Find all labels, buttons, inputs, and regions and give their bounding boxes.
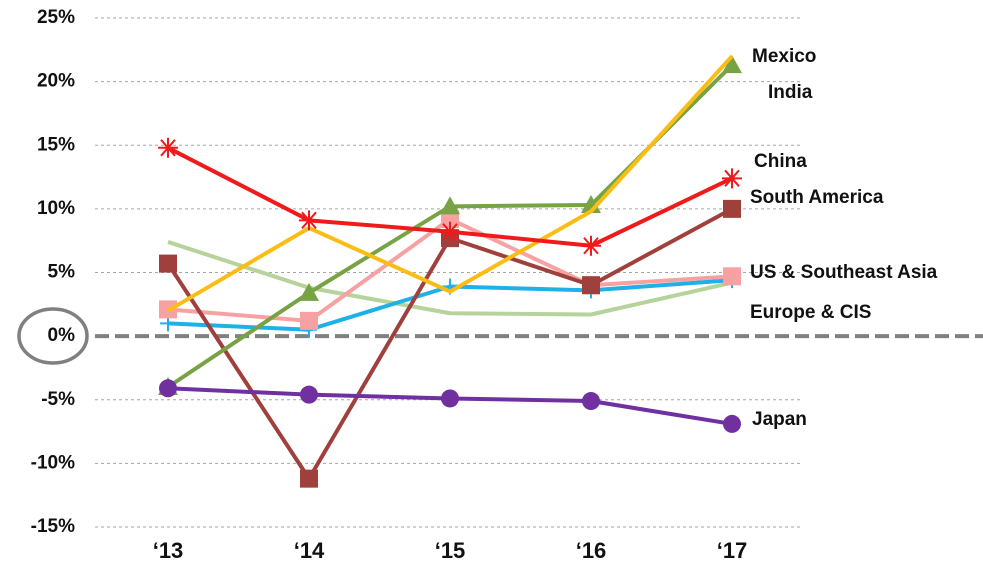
y-tick-label: 20% xyxy=(37,71,75,92)
marker xyxy=(441,210,459,229)
marker xyxy=(582,392,600,411)
y-tick-label: 15% xyxy=(37,134,75,155)
marker xyxy=(723,199,741,218)
y-tick-label: -10% xyxy=(31,452,75,473)
marker xyxy=(300,311,318,330)
marker xyxy=(300,469,318,488)
y-tick-label: 10% xyxy=(37,198,75,219)
marker xyxy=(441,389,459,408)
series-label: Mexico xyxy=(752,46,816,67)
x-tick-label: ‘15 xyxy=(435,538,466,563)
y-tick-label: -15% xyxy=(31,516,75,537)
x-tick-label: ‘17 xyxy=(717,538,748,563)
y-tick-label: -5% xyxy=(41,389,75,410)
marker xyxy=(440,221,460,242)
series-label: China xyxy=(754,151,807,172)
marker xyxy=(299,210,319,231)
marker xyxy=(722,55,742,74)
series-label: US & Southeast Asia xyxy=(750,262,938,283)
marker xyxy=(299,282,319,301)
series-label: India xyxy=(768,82,813,103)
y-tick-label: 25% xyxy=(37,7,75,28)
x-tick-label: ‘14 xyxy=(294,538,325,563)
marker xyxy=(581,235,601,256)
marker xyxy=(582,276,600,295)
x-tick-label: ‘13 xyxy=(153,538,184,563)
series-line xyxy=(166,54,734,313)
highlight-circle xyxy=(17,307,89,365)
marker xyxy=(723,414,741,433)
marker xyxy=(722,168,742,189)
y-tick-label: 0% xyxy=(48,325,76,346)
marker xyxy=(159,379,177,398)
marker xyxy=(158,137,178,158)
marker xyxy=(300,385,318,404)
series-line xyxy=(167,240,733,317)
marker xyxy=(723,267,741,286)
series-line xyxy=(166,207,733,481)
marker xyxy=(440,196,460,215)
y-tick-label: 5% xyxy=(48,262,76,283)
series-label: Europe & CIS xyxy=(750,302,871,323)
marker xyxy=(159,254,177,273)
series-label: South America xyxy=(750,187,884,208)
x-tick-label: ‘16 xyxy=(576,538,607,563)
series-label: Japan xyxy=(752,409,807,430)
